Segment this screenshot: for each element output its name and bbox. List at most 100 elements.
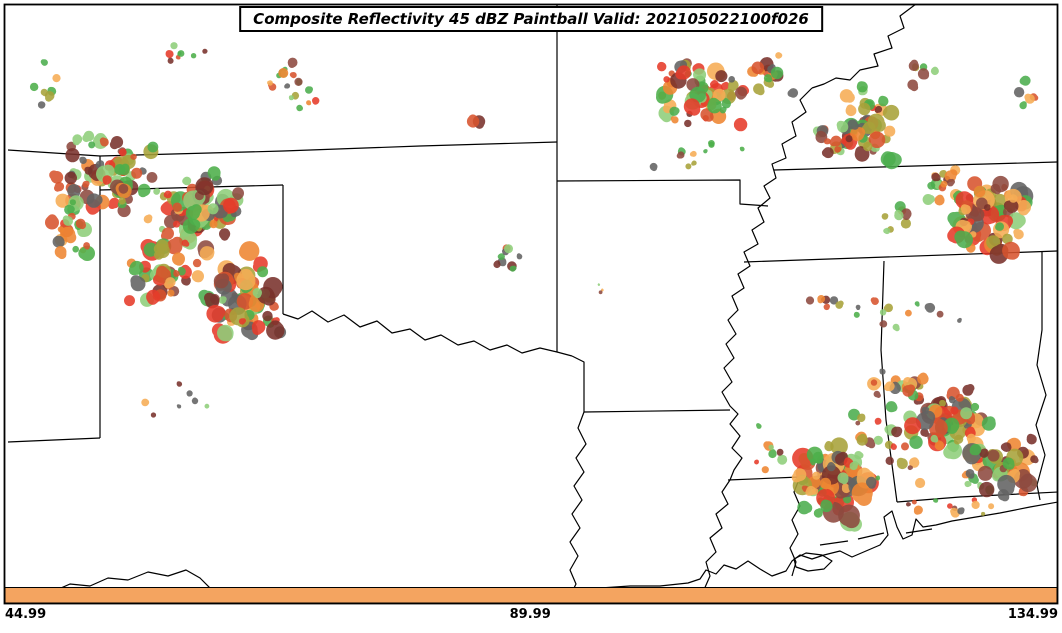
paintball-blob bbox=[45, 214, 59, 230]
paintball-blob bbox=[983, 204, 991, 211]
boundary-sabine-river bbox=[569, 411, 587, 587]
paintball-blob bbox=[88, 141, 96, 149]
paintball-blob bbox=[675, 65, 692, 80]
paintball-blob bbox=[909, 457, 920, 468]
paintball-blob bbox=[493, 260, 501, 269]
paintball-blob bbox=[908, 59, 919, 71]
paintball-blob bbox=[305, 86, 314, 94]
paintball-blob bbox=[855, 304, 861, 311]
paintball-blob bbox=[207, 203, 219, 215]
paintball-blob bbox=[689, 86, 706, 103]
paintball-blob bbox=[62, 215, 73, 226]
paintball-blob bbox=[185, 204, 202, 221]
boundary-ky-tn bbox=[773, 161, 1057, 171]
paintball-blob bbox=[969, 443, 982, 456]
paintball-blob bbox=[849, 461, 859, 471]
paintball-blob bbox=[906, 502, 911, 507]
paintball-blob bbox=[776, 448, 784, 456]
paintball-blob bbox=[147, 141, 159, 153]
paintball-blob bbox=[917, 68, 930, 80]
paintball-blob bbox=[82, 180, 90, 188]
paintball-blob bbox=[863, 141, 873, 152]
paintball-blob bbox=[885, 456, 894, 465]
paintball-blob bbox=[900, 218, 912, 229]
paintball-blob bbox=[173, 270, 180, 277]
paintball-blob bbox=[962, 384, 975, 396]
paintball-blob bbox=[875, 475, 880, 481]
paintball-blob bbox=[86, 193, 103, 208]
paintball-blob bbox=[130, 275, 146, 292]
paintball-blob bbox=[855, 420, 861, 426]
paintball-blob bbox=[176, 381, 183, 387]
paintball-blob bbox=[57, 226, 65, 233]
paintball-blob bbox=[856, 433, 868, 446]
paintball-blob bbox=[29, 82, 39, 92]
paintball-blob bbox=[238, 318, 247, 325]
paintball-blob bbox=[1030, 455, 1039, 464]
paintball-blob bbox=[172, 252, 185, 266]
paintball-blob bbox=[287, 57, 298, 68]
paintball-blob bbox=[649, 162, 658, 172]
paintball-blob bbox=[82, 130, 95, 143]
paintball-blob bbox=[137, 183, 151, 198]
paintball-blob bbox=[658, 105, 674, 123]
paintball-blob bbox=[206, 305, 226, 323]
paintball-blob bbox=[904, 417, 922, 435]
map-frame bbox=[3, 3, 1059, 605]
paintball-blob bbox=[52, 74, 61, 83]
paintball-blob bbox=[957, 507, 965, 515]
paintball-blob bbox=[40, 59, 48, 66]
paintball-blob bbox=[1002, 241, 1020, 260]
paintball-blob bbox=[997, 474, 1016, 496]
paintball-blob bbox=[1003, 199, 1019, 213]
paintball-blob bbox=[693, 68, 707, 82]
paintball-blob bbox=[257, 266, 269, 278]
paintball-blob bbox=[884, 381, 895, 392]
paintball-blob bbox=[836, 120, 849, 133]
paintball-blob bbox=[670, 116, 679, 124]
paintball-blob bbox=[853, 311, 860, 318]
paintball-blob bbox=[960, 407, 973, 420]
paintball-blob bbox=[812, 451, 824, 464]
paintball-blob bbox=[824, 441, 834, 452]
paintball-blob bbox=[703, 149, 708, 154]
map-background bbox=[4, 4, 1058, 604]
paintball-blob bbox=[497, 253, 505, 260]
paintball-blob bbox=[917, 372, 929, 385]
paintball-blob bbox=[858, 102, 871, 116]
paintball-blob bbox=[953, 434, 964, 445]
paintball-blob bbox=[870, 297, 879, 306]
paintball-blob bbox=[934, 194, 945, 206]
paintball-blob bbox=[850, 126, 866, 141]
axis-label-left: 44.99 bbox=[5, 607, 47, 622]
paintball-blob bbox=[146, 289, 161, 305]
paintball-blob bbox=[870, 379, 878, 386]
paintball-blob bbox=[109, 136, 124, 150]
paintball-blob bbox=[209, 220, 218, 229]
paintball-blob bbox=[891, 426, 903, 438]
paintball-blob bbox=[874, 417, 882, 425]
paintball-blob bbox=[856, 81, 868, 93]
paintball-blob bbox=[873, 435, 883, 445]
paintball-blob bbox=[882, 104, 900, 121]
paintball-blob bbox=[892, 323, 900, 332]
paintball-blob bbox=[289, 72, 297, 79]
paintball-blob bbox=[805, 296, 815, 305]
paintball-blob bbox=[75, 218, 87, 230]
axis-label-center: 89.99 bbox=[509, 607, 551, 622]
paintball-blob bbox=[156, 239, 169, 253]
paintball-blob bbox=[1013, 228, 1024, 240]
paintball-blob bbox=[720, 81, 729, 91]
paintball-blob bbox=[739, 146, 745, 152]
paintball-blob bbox=[1002, 233, 1013, 245]
paintball-blob bbox=[64, 171, 78, 185]
paintball-blob bbox=[164, 277, 176, 289]
paintball-blob bbox=[930, 434, 939, 443]
paintball-blob bbox=[979, 481, 995, 498]
paintball-blob bbox=[1019, 473, 1038, 493]
paintball-blob bbox=[160, 227, 174, 241]
paintball-blob bbox=[141, 398, 150, 407]
paintball-blob bbox=[987, 449, 1000, 462]
paintball-blob bbox=[981, 511, 986, 516]
paintball-blob bbox=[669, 106, 680, 117]
